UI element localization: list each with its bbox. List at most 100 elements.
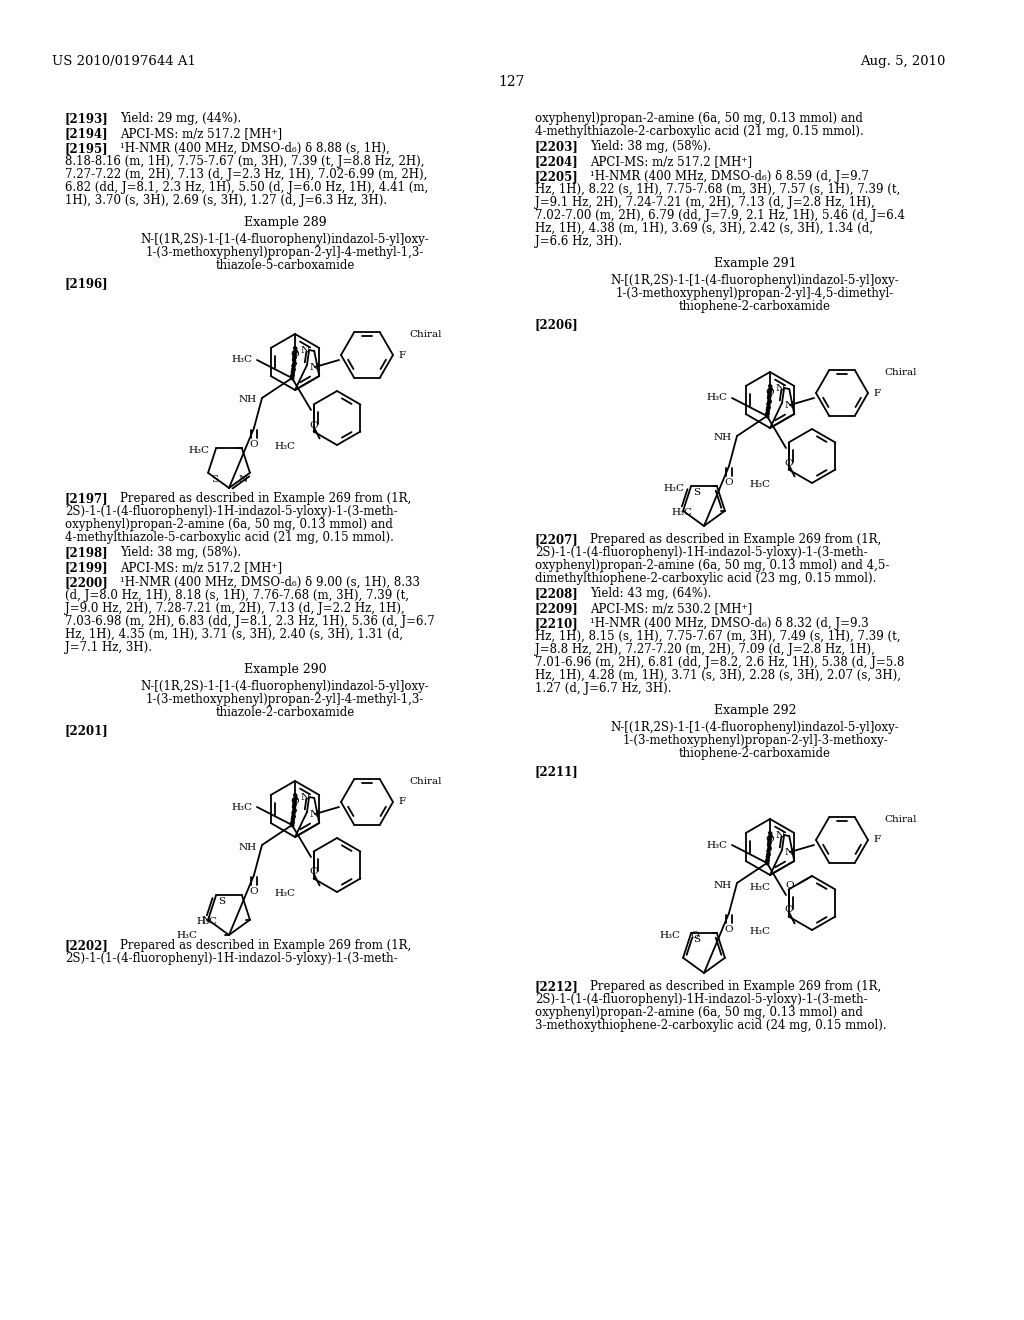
- Text: N-[(1R,2S)-1-[1-(4-fluorophenyl)indazol-5-yl]oxy-: N-[(1R,2S)-1-[1-(4-fluorophenyl)indazol-…: [610, 275, 899, 286]
- Text: 8.18-8.16 (m, 1H), 7.75-7.67 (m, 3H), 7.39 (t, J=8.8 Hz, 2H),: 8.18-8.16 (m, 1H), 7.75-7.67 (m, 3H), 7.…: [65, 154, 425, 168]
- Text: 1-(3-methoxyphenyl)propan-2-yl]-4-methyl-1,3-: 1-(3-methoxyphenyl)propan-2-yl]-4-methyl…: [145, 693, 424, 706]
- Text: N: N: [775, 832, 784, 840]
- Text: ¹H-NMR (400 MHz, DMSO-d₆) δ 8.32 (d, J=9.3: ¹H-NMR (400 MHz, DMSO-d₆) δ 8.32 (d, J=9…: [590, 616, 868, 630]
- Text: Hz, 1H), 4.35 (m, 1H), 3.71 (s, 3H), 2.40 (s, 3H), 1.31 (d,: Hz, 1H), 4.35 (m, 1H), 3.71 (s, 3H), 2.4…: [65, 628, 403, 642]
- Text: [2203]: [2203]: [535, 140, 579, 153]
- Text: 1-(3-methoxyphenyl)propan-2-yl]-4,5-dimethyl-: 1-(3-methoxyphenyl)propan-2-yl]-4,5-dime…: [615, 286, 894, 300]
- Text: Yield: 43 mg, (64%).: Yield: 43 mg, (64%).: [590, 587, 712, 601]
- Text: [2209]: [2209]: [535, 602, 579, 615]
- Text: N: N: [301, 793, 309, 803]
- Text: 3-methoxythiophene-2-carboxylic acid (24 mg, 0.15 mmol).: 3-methoxythiophene-2-carboxylic acid (24…: [535, 1019, 887, 1032]
- Text: 2S)-1-(1-(4-fluorophenyl)-1H-indazol-5-yloxy)-1-(3-meth-: 2S)-1-(1-(4-fluorophenyl)-1H-indazol-5-y…: [65, 506, 397, 517]
- Text: [2195]: [2195]: [65, 143, 109, 154]
- Text: thiazole-2-carboxamide: thiazole-2-carboxamide: [215, 706, 354, 719]
- Text: Hz, 1H), 8.22 (s, 1H), 7.75-7.68 (m, 3H), 7.57 (s, 1H), 7.39 (t,: Hz, 1H), 8.22 (s, 1H), 7.75-7.68 (m, 3H)…: [535, 183, 900, 195]
- Text: H₃C: H₃C: [750, 480, 771, 488]
- Text: Prepared as described in Example 269 from (1R,: Prepared as described in Example 269 fro…: [590, 533, 882, 546]
- Text: Prepared as described in Example 269 from (1R,: Prepared as described in Example 269 fro…: [120, 492, 412, 506]
- Text: [2199]: [2199]: [65, 561, 109, 574]
- Text: 1-(3-methoxyphenyl)propan-2-yl]-4-methyl-1,3-: 1-(3-methoxyphenyl)propan-2-yl]-4-methyl…: [145, 246, 424, 259]
- Text: 7.03-6.98 (m, 2H), 6.83 (dd, J=8.1, 2.3 Hz, 1H), 5.36 (d, J=6.7: 7.03-6.98 (m, 2H), 6.83 (dd, J=8.1, 2.3 …: [65, 615, 435, 628]
- Text: [2207]: [2207]: [535, 533, 579, 546]
- Text: NH: NH: [714, 880, 732, 890]
- Text: O: O: [766, 836, 774, 843]
- Text: Hz, 1H), 4.38 (m, 1H), 3.69 (s, 3H), 2.42 (s, 3H), 1.34 (d,: Hz, 1H), 4.38 (m, 1H), 3.69 (s, 3H), 2.4…: [535, 222, 873, 235]
- Text: Hz, 1H), 8.15 (s, 1H), 7.75-7.67 (m, 3H), 7.49 (s, 1H), 7.39 (t,: Hz, 1H), 8.15 (s, 1H), 7.75-7.67 (m, 3H)…: [535, 630, 900, 643]
- Text: O: O: [291, 797, 299, 807]
- Text: [2208]: [2208]: [535, 587, 579, 601]
- Text: H₃C: H₃C: [750, 927, 771, 936]
- Text: O: O: [250, 440, 258, 449]
- Text: 7.27-7.22 (m, 2H), 7.13 (d, J=2.3 Hz, 1H), 7.02-6.99 (m, 2H),: 7.27-7.22 (m, 2H), 7.13 (d, J=2.3 Hz, 1H…: [65, 168, 427, 181]
- Text: 2S)-1-(1-(4-fluorophenyl)-1H-indazol-5-yloxy)-1-(3-meth-: 2S)-1-(1-(4-fluorophenyl)-1H-indazol-5-y…: [65, 952, 397, 965]
- Text: N-[(1R,2S)-1-[1-(4-fluorophenyl)indazol-5-yl]oxy-: N-[(1R,2S)-1-[1-(4-fluorophenyl)indazol-…: [610, 721, 899, 734]
- Text: [2206]: [2206]: [535, 318, 579, 331]
- Text: Chiral: Chiral: [884, 368, 916, 378]
- Text: 127: 127: [499, 75, 525, 88]
- Text: ¹H-NMR (400 MHz, DMSO-d₆) δ 8.59 (d, J=9.7: ¹H-NMR (400 MHz, DMSO-d₆) δ 8.59 (d, J=9…: [590, 170, 869, 183]
- Text: O: O: [784, 906, 793, 915]
- Text: APCI-MS: m/z 517.2 [MH⁺]: APCI-MS: m/z 517.2 [MH⁺]: [120, 127, 283, 140]
- Text: J=9.1 Hz, 2H), 7.24-7.21 (m, 2H), 7.13 (d, J=2.8 Hz, 1H),: J=9.1 Hz, 2H), 7.24-7.21 (m, 2H), 7.13 (…: [535, 195, 874, 209]
- Text: O: O: [784, 458, 793, 467]
- Text: H₃C: H₃C: [274, 888, 296, 898]
- Text: F: F: [873, 836, 880, 845]
- Text: ¹H-NMR (400 MHz, DMSO-d₆) δ 9.00 (s, 1H), 8.33: ¹H-NMR (400 MHz, DMSO-d₆) δ 9.00 (s, 1H)…: [120, 576, 420, 589]
- Text: oxyphenyl)propan-2-amine (6a, 50 mg, 0.13 mmol) and 4,5-: oxyphenyl)propan-2-amine (6a, 50 mg, 0.1…: [535, 558, 890, 572]
- Text: Prepared as described in Example 269 from (1R,: Prepared as described in Example 269 fro…: [120, 939, 412, 952]
- Text: NH: NH: [239, 396, 257, 404]
- Text: oxyphenyl)propan-2-amine (6a, 50 mg, 0.13 mmol) and: oxyphenyl)propan-2-amine (6a, 50 mg, 0.1…: [535, 112, 863, 125]
- Text: S: S: [693, 488, 700, 498]
- Text: Example 291: Example 291: [714, 257, 797, 271]
- Text: H₃C: H₃C: [659, 931, 681, 940]
- Text: [2205]: [2205]: [535, 170, 579, 183]
- Text: O: O: [309, 421, 317, 429]
- Text: J=6.6 Hz, 3H).: J=6.6 Hz, 3H).: [535, 235, 623, 248]
- Text: N: N: [202, 916, 211, 925]
- Text: [2211]: [2211]: [535, 766, 579, 777]
- Text: N: N: [310, 363, 319, 372]
- Text: [2200]: [2200]: [65, 576, 109, 589]
- Text: Yield: 29 mg, (44%).: Yield: 29 mg, (44%).: [120, 112, 242, 125]
- Text: O: O: [785, 882, 794, 891]
- Text: 2S)-1-(1-(4-fluorophenyl)-1H-indazol-5-yloxy)-1-(3-meth-: 2S)-1-(1-(4-fluorophenyl)-1H-indazol-5-y…: [535, 546, 867, 558]
- Text: Hz, 1H), 4.28 (m, 1H), 3.71 (s, 3H), 2.28 (s, 3H), 2.07 (s, 3H),: Hz, 1H), 4.28 (m, 1H), 3.71 (s, 3H), 2.2…: [535, 669, 901, 682]
- Text: Chiral: Chiral: [409, 330, 441, 339]
- Text: H₃C: H₃C: [706, 393, 727, 403]
- Text: 1-(3-methoxyphenyl)propan-2-yl]-3-methoxy-: 1-(3-methoxyphenyl)propan-2-yl]-3-methox…: [623, 734, 888, 747]
- Text: [2194]: [2194]: [65, 127, 109, 140]
- Text: ¹H-NMR (400 MHz, DMSO-d₆) δ 8.88 (s, 1H),: ¹H-NMR (400 MHz, DMSO-d₆) δ 8.88 (s, 1H)…: [120, 143, 390, 154]
- Text: J=8.8 Hz, 2H), 7.27-7.20 (m, 2H), 7.09 (d, J=2.8 Hz, 1H),: J=8.8 Hz, 2H), 7.27-7.20 (m, 2H), 7.09 (…: [535, 643, 874, 656]
- Text: [2193]: [2193]: [65, 112, 109, 125]
- Text: Yield: 38 mg, (58%).: Yield: 38 mg, (58%).: [120, 546, 241, 558]
- Text: O: O: [766, 388, 774, 397]
- Text: H₃C: H₃C: [274, 442, 296, 451]
- Text: H₃C: H₃C: [231, 803, 252, 812]
- Text: H₃C: H₃C: [231, 355, 252, 364]
- Text: dimethylthiophene-2-carboxylic acid (23 mg, 0.15 mmol).: dimethylthiophene-2-carboxylic acid (23 …: [535, 572, 877, 585]
- Text: thiophene-2-carboxamide: thiophene-2-carboxamide: [679, 300, 831, 313]
- Text: 4-methylthiazole-5-carboxylic acid (21 mg, 0.15 mmol).: 4-methylthiazole-5-carboxylic acid (21 m…: [65, 531, 394, 544]
- Text: S: S: [211, 475, 218, 484]
- Text: N: N: [775, 384, 784, 393]
- Text: O: O: [690, 931, 699, 940]
- Text: [2202]: [2202]: [65, 939, 109, 952]
- Text: O: O: [291, 350, 299, 359]
- Text: [2197]: [2197]: [65, 492, 109, 506]
- Text: O: O: [309, 867, 317, 876]
- Text: [2210]: [2210]: [535, 616, 579, 630]
- Text: APCI-MS: m/z 517.2 [MH⁺]: APCI-MS: m/z 517.2 [MH⁺]: [120, 561, 283, 574]
- Text: Example 289: Example 289: [244, 216, 327, 228]
- Text: [2212]: [2212]: [535, 979, 579, 993]
- Text: O: O: [250, 887, 258, 896]
- Text: H₃C: H₃C: [749, 883, 770, 892]
- Text: 1.27 (d, J=6.7 Hz, 3H).: 1.27 (d, J=6.7 Hz, 3H).: [535, 682, 672, 696]
- Text: F: F: [398, 797, 406, 807]
- Text: S: S: [218, 898, 225, 907]
- Text: N-[(1R,2S)-1-[1-(4-fluorophenyl)indazol-5-yl]oxy-: N-[(1R,2S)-1-[1-(4-fluorophenyl)indazol-…: [140, 680, 429, 693]
- Text: NH: NH: [714, 433, 732, 442]
- Text: Yield: 38 mg, (58%).: Yield: 38 mg, (58%).: [590, 140, 711, 153]
- Text: N: N: [310, 810, 319, 818]
- Text: [2198]: [2198]: [65, 546, 109, 558]
- Text: 1H), 3.70 (s, 3H), 2.69 (s, 3H), 1.27 (d, J=6.3 Hz, 3H).: 1H), 3.70 (s, 3H), 2.69 (s, 3H), 1.27 (d…: [65, 194, 387, 207]
